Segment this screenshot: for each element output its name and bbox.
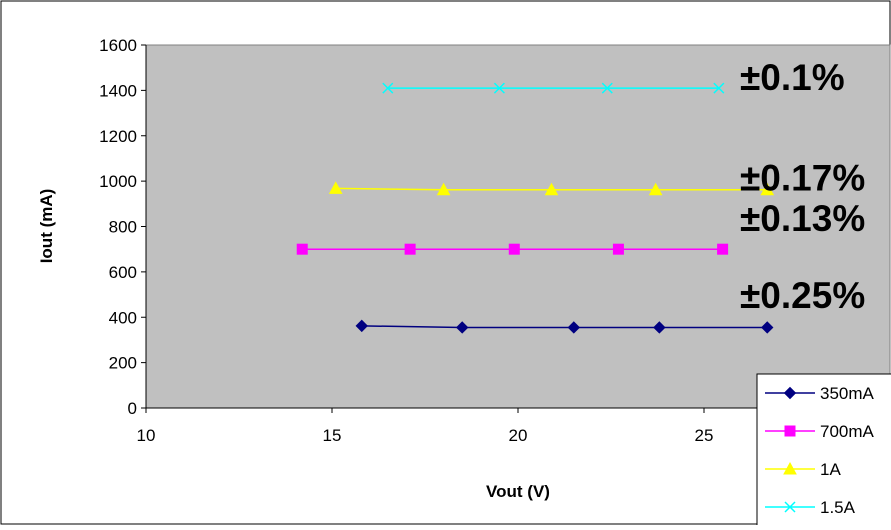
- y-tick-label: 1400: [99, 81, 137, 100]
- series-700mA: [296, 243, 729, 255]
- data-point: [328, 181, 343, 194]
- legend-marker: [783, 461, 797, 475]
- data-point: [612, 243, 624, 255]
- annotation-label: ±0.1%: [740, 57, 845, 98]
- plot-area: [145, 44, 891, 409]
- y-tick-label: 1000: [99, 172, 137, 191]
- x-tick-label: 20: [509, 426, 528, 445]
- data-point-stroke: [713, 82, 725, 94]
- axes: 0 200 400 600 800 1000 1200 1400 1600 10 15 20 25: [99, 36, 890, 445]
- data-point: [648, 182, 663, 196]
- x-tick-label: 15: [323, 426, 342, 445]
- series-1.5A: [382, 82, 725, 94]
- data-point: [567, 321, 581, 334]
- legend-marker: [784, 425, 796, 437]
- x-axis-label: Vout (V): [486, 482, 550, 501]
- data-point: [601, 82, 613, 94]
- y-axis-label: Iout (mA): [37, 189, 56, 264]
- legend: 350mA 700mA 1A 1.5A: [756, 373, 891, 527]
- series-1A: [328, 181, 775, 196]
- annotation-label: ±0.17%: [740, 157, 865, 198]
- series-layer: [296, 82, 775, 334]
- data-point: [761, 321, 774, 334]
- y-tick-label: 0: [128, 399, 137, 418]
- data-point-stroke: [601, 82, 613, 94]
- data-point: [653, 321, 666, 334]
- y-tick-label: 400: [109, 308, 137, 327]
- y-tick-label: 600: [109, 263, 137, 282]
- x-tick-label: 25: [695, 426, 714, 445]
- series-350mA: [355, 319, 774, 334]
- legend-label: 1.5A: [820, 498, 856, 517]
- data-point: [717, 243, 729, 255]
- x-tick-label: 10: [137, 426, 156, 445]
- legend-box: [756, 373, 891, 527]
- legend-marker-stroke: [784, 501, 796, 513]
- data-point: [355, 319, 368, 333]
- legend-label: 350mA: [820, 384, 875, 403]
- data-point-stroke: [493, 82, 505, 94]
- y-tick-label: 1200: [99, 127, 137, 146]
- legend-marker: [784, 501, 796, 513]
- data-point: [455, 321, 469, 334]
- legend-label: 1A: [820, 460, 841, 479]
- legend-marker: [783, 386, 797, 400]
- data-point: [436, 182, 451, 196]
- data-point: [713, 82, 725, 94]
- y-tick-label: 800: [109, 218, 137, 237]
- data-point: [508, 243, 520, 255]
- legend-label: 700mA: [820, 422, 875, 441]
- y-tick-label: 200: [109, 354, 137, 373]
- data-point: [296, 243, 308, 255]
- y-tick-label: 1600: [99, 36, 137, 55]
- data-point: [382, 82, 394, 94]
- data-point: [404, 243, 416, 255]
- annotation-label: ±0.13%: [740, 198, 865, 239]
- data-point-stroke: [382, 82, 394, 94]
- data-point: [544, 182, 559, 196]
- annotation-label: ±0.25%: [740, 275, 865, 316]
- data-point: [760, 182, 775, 196]
- data-point: [493, 82, 505, 94]
- annotations: ±0.1% ±0.17%±0.13% ±0.25%: [740, 57, 865, 316]
